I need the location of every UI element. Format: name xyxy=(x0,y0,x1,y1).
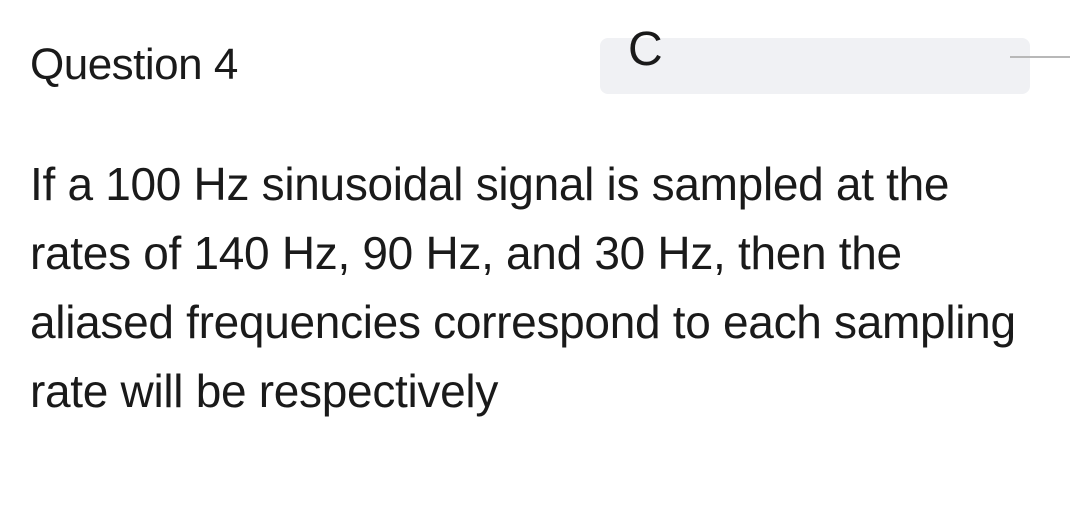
question-body: If a 100 Hz sinusoidal signal is sampled… xyxy=(30,150,1050,426)
badge-box xyxy=(600,38,1030,94)
refresh-icon: C xyxy=(628,26,663,74)
badge-area: C xyxy=(600,30,1040,100)
divider-line xyxy=(1010,56,1070,58)
question-header: Question 4 C xyxy=(30,30,1050,100)
question-title: Question 4 xyxy=(30,40,238,90)
